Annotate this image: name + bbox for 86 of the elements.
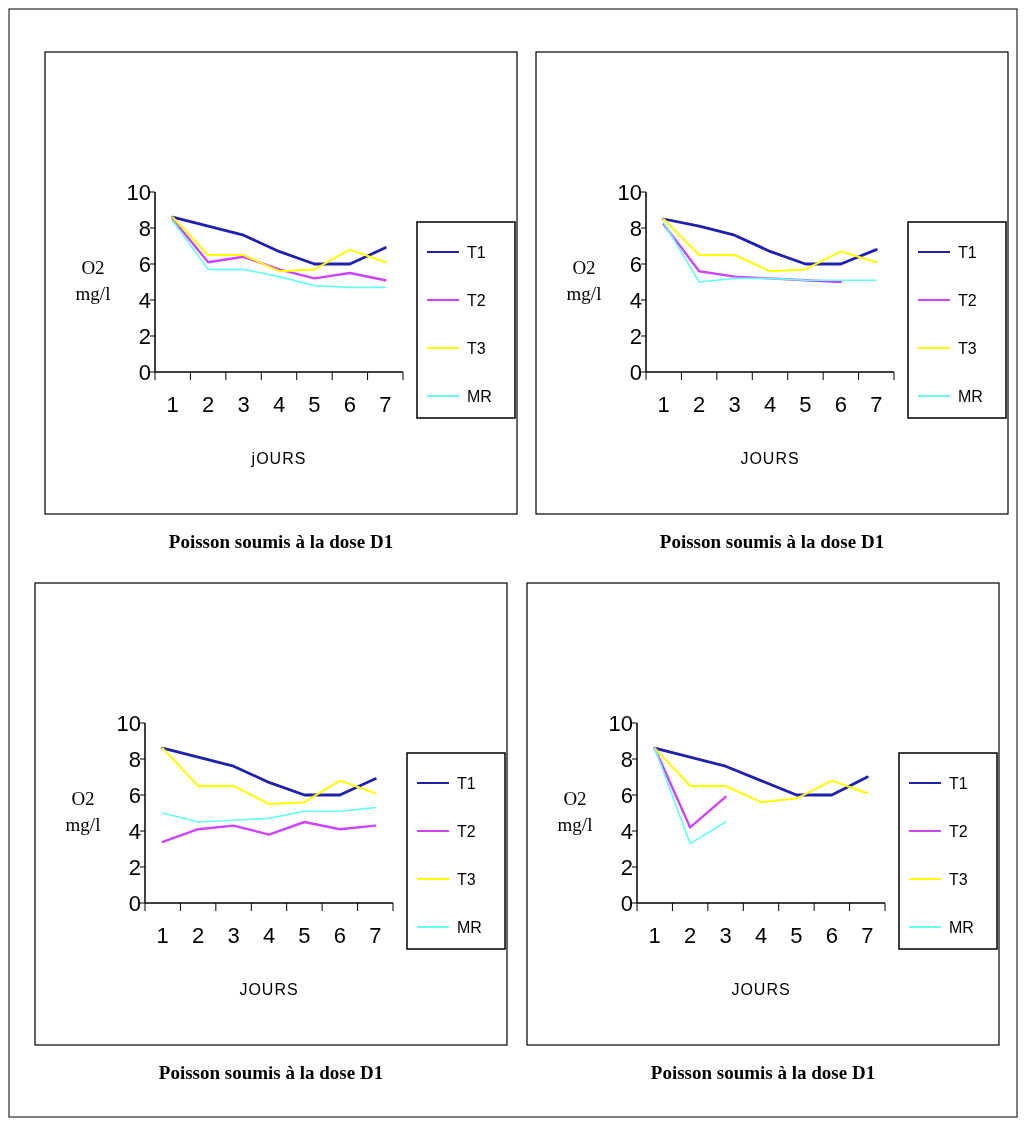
x-tick-label: 6	[834, 392, 847, 417]
x-tick-label: 5	[298, 923, 311, 948]
text: Poisson soumis à la dose D1	[650, 1062, 876, 1083]
x-tick-label: 4	[272, 392, 286, 417]
y-tick-label: 10	[126, 179, 151, 205]
legend-label: T2	[949, 822, 968, 840]
y-tick-label: 4	[128, 818, 141, 844]
y-tick-label: 2	[128, 854, 141, 880]
x-tick-label: 4	[262, 923, 276, 948]
y-tick-label: 8	[138, 215, 151, 241]
legend-label: T2	[958, 291, 977, 309]
x-tick-label: 7	[369, 923, 382, 948]
x-tick-label: 6	[333, 923, 346, 948]
x-tick-label: 6	[825, 923, 838, 948]
line-series	[161, 820, 377, 843]
y-tick-label: 2	[629, 323, 642, 349]
x-tick-label: 2	[192, 923, 205, 948]
x-tick-label: 4	[763, 392, 777, 417]
x-tick-label: 2	[202, 392, 215, 417]
text: Poisson soumis à la dose D1	[168, 531, 394, 552]
text: Poisson soumis à la dose D1	[158, 1062, 384, 1083]
line-series	[662, 223, 843, 284]
x-tick-label: 2	[693, 392, 706, 417]
legend-label: T1	[467, 243, 486, 261]
y-tick-label: 0	[629, 359, 642, 385]
line-series	[662, 221, 878, 283]
y-tick-label: 0	[138, 359, 151, 385]
y-tick-label: 0	[128, 890, 141, 916]
legend-label: T3	[457, 870, 476, 888]
x-tick-label: 3	[237, 392, 250, 417]
x-tick-label: 1	[657, 392, 670, 417]
y-tick-label: 10	[608, 710, 633, 736]
legend-label: T3	[949, 870, 968, 888]
legend-label: T1	[457, 774, 476, 792]
legend-label: MR	[467, 387, 492, 405]
y-tick-label: 6	[128, 782, 141, 808]
line-series	[161, 806, 377, 823]
x-tick-label: 7	[379, 392, 392, 417]
y-tick-label: 4	[620, 818, 633, 844]
x-tick-label: 5	[799, 392, 812, 417]
y-axis-title: O2 mg/l	[557, 788, 593, 835]
y-tick-label: 4	[629, 287, 642, 313]
x-tick-label: 7	[861, 923, 874, 948]
legend-label: MR	[958, 387, 983, 405]
x-tick-label: 1	[156, 923, 169, 948]
x-axis-title: JOURS	[731, 981, 791, 998]
text: Poisson soumis à la dose D1	[659, 531, 885, 552]
x-tick-label: 3	[728, 392, 741, 417]
y-tick-label: 10	[617, 179, 642, 205]
y-tick-label: 10	[116, 710, 141, 736]
y-tick-label: 8	[620, 746, 633, 772]
legend-label: T3	[467, 339, 486, 357]
y-axis-title: O2 mg/l	[566, 257, 602, 304]
y-tick-label: 8	[128, 746, 141, 772]
x-axis-title: JOURS	[740, 450, 800, 467]
legend-label: MR	[949, 918, 974, 936]
legend-label: T2	[467, 291, 486, 309]
x-axis-title: jOURS	[250, 450, 307, 467]
legend-label: T2	[457, 822, 476, 840]
x-tick-label: 7	[870, 392, 883, 417]
x-tick-label: 3	[719, 923, 732, 948]
legend-label: T3	[958, 339, 977, 357]
x-tick-label: 5	[308, 392, 321, 417]
line-series	[161, 747, 377, 805]
y-axis-title: O2 mg/l	[65, 788, 101, 835]
y-tick-label: 2	[138, 323, 151, 349]
x-tick-label: 5	[790, 923, 803, 948]
legend-label: T1	[958, 243, 977, 261]
x-tick-label: 2	[684, 923, 697, 948]
y-tick-label: 8	[629, 215, 642, 241]
x-tick-label: 1	[648, 923, 661, 948]
x-tick-label: 1	[166, 392, 179, 417]
legend-label: MR	[457, 918, 482, 936]
line-series	[161, 746, 377, 797]
y-tick-label: 2	[620, 854, 633, 880]
y-tick-label: 0	[620, 890, 633, 916]
x-tick-label: 4	[754, 923, 768, 948]
y-tick-label: 6	[629, 251, 642, 277]
x-tick-label: 3	[227, 923, 240, 948]
y-axis-title: O2 mg/l	[75, 257, 111, 304]
y-tick-label: 4	[138, 287, 151, 313]
x-tick-label: 6	[343, 392, 356, 417]
y-tick-label: 6	[620, 782, 633, 808]
x-axis-title: JOURS	[239, 981, 299, 998]
y-tick-label: 6	[138, 251, 151, 277]
legend-label: T1	[949, 774, 968, 792]
